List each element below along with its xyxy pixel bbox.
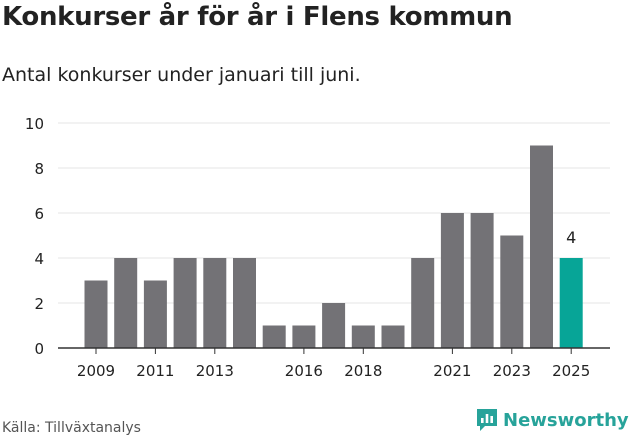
x-tick-label: 2016 [285, 362, 323, 380]
bar-2014 [233, 258, 256, 348]
bar-2015 [262, 325, 286, 348]
bar-2010 [114, 258, 138, 348]
bar-2020 [411, 258, 435, 348]
bar-2023 [500, 235, 524, 348]
x-tick-label: 2011 [136, 362, 174, 380]
bar-2009 [84, 280, 108, 348]
x-tick-label: 2013 [196, 362, 234, 380]
bar-2012 [173, 258, 197, 348]
x-tick-label: 2018 [344, 362, 382, 380]
y-tick-label: 10 [25, 115, 44, 133]
chart-subtitle: Antal konkurser under januari till juni. [2, 64, 361, 86]
x-tick-label: 2021 [433, 362, 471, 380]
bar-2013 [203, 258, 227, 348]
bar-2022 [470, 213, 494, 348]
y-tick-label: 0 [34, 340, 44, 358]
y-tick-label: 6 [34, 205, 44, 223]
bar-chart: 0 2 4 6 8 10 4 2009 2011 2013 2016 2018 2021 2023 2025 [25, 115, 610, 380]
bar-2021 [440, 213, 464, 348]
bar-2019 [381, 325, 405, 348]
data-label: 4 [566, 228, 576, 247]
bar-2016 [292, 325, 316, 348]
bar-2017 [322, 303, 346, 348]
bar-2024 [530, 145, 553, 348]
y-tick-label: 4 [34, 250, 44, 268]
y-tick-label: 2 [34, 295, 44, 313]
y-tick-label: 8 [34, 160, 44, 178]
x-tick-label: 2023 [493, 362, 531, 380]
brand-logo: Newsworthy [476, 408, 629, 432]
newsworthy-logo-icon [477, 409, 497, 431]
bar-2018 [351, 325, 375, 348]
bar-2011 [143, 280, 167, 348]
x-tick-label: 2025 [552, 362, 590, 380]
source-note: Källa: Tillväxtanalys [2, 420, 141, 436]
x-tick-label: 2009 [77, 362, 115, 380]
brand-name: Newsworthy [503, 409, 629, 431]
chart-title: Konkurser år för år i Flens kommun [2, 2, 513, 32]
bar-2025 [559, 258, 583, 348]
